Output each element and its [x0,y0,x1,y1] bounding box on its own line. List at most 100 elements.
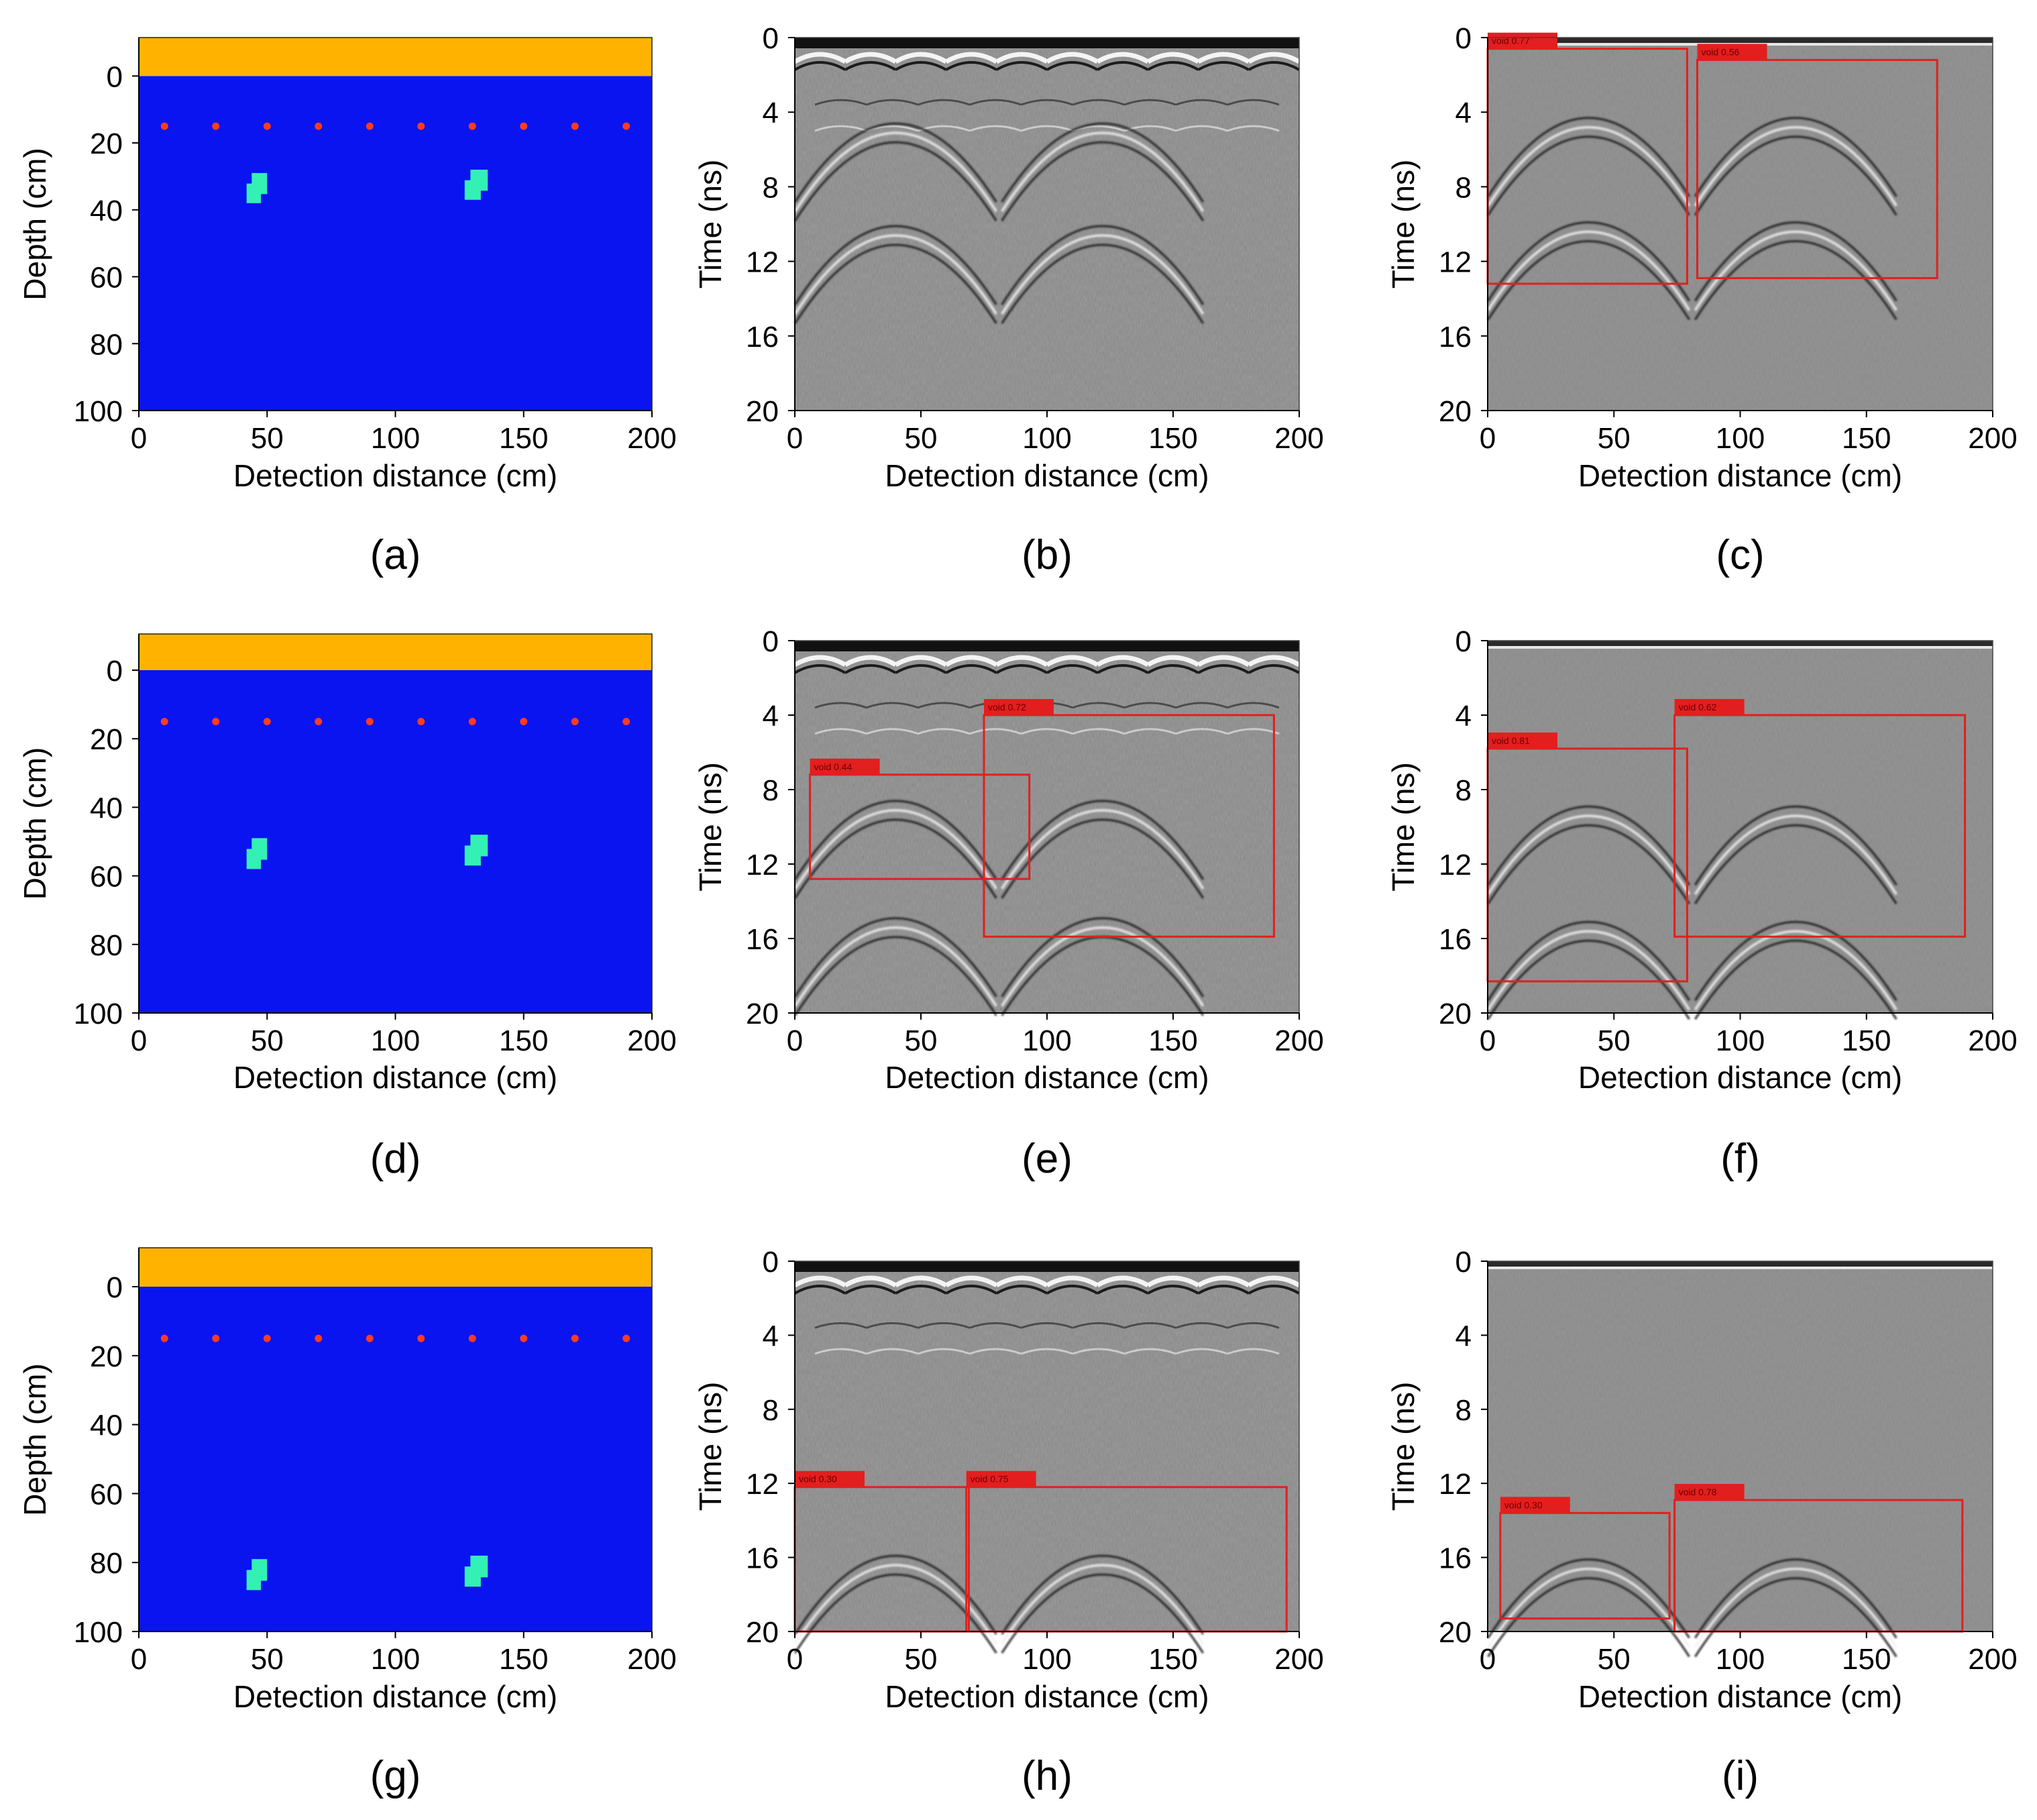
x-axis-label: Detection distance (cm) [1578,1060,1902,1095]
y-tick-label: 0 [107,655,123,688]
axes: 0 50 100 150 200 0 4 8 12 16 20 [746,1246,1324,1676]
direct-wave-residual [1488,38,1993,43]
x-tick-label: 100 [1716,422,1765,455]
hyperbola-reflection [1001,926,1205,1007]
hyperbola-reflection [793,800,997,880]
x-tick-label: 200 [627,1024,676,1057]
panel-h: void 0.30 void 0.75 0 50 100 150 200 0 4 8 12 16 20 D… [693,1246,1324,1799]
y-tick-label: 40 [90,1409,123,1442]
hyperbola-reflection [1694,920,1897,1002]
panel-caption: (e) [1022,1136,1072,1182]
direct-wave-residual-light [1488,646,1993,649]
detection-box-outline [983,714,1275,938]
detection-box: void 0.78 [1673,1484,1964,1633]
antenna-point [571,1334,579,1342]
y-tick-label: 0 [763,22,779,55]
detection-label-bg [1488,32,1557,49]
x-tick-label: 200 [1274,1024,1323,1057]
y-tick-label: 16 [1439,1542,1472,1575]
x-tick-label: 100 [371,422,420,455]
axes: 0 50 100 150 200 0 4 8 12 16 20 [1439,1246,2018,1676]
hyperbola-reflection [793,935,997,1016]
x-tick-label: 150 [499,1643,548,1676]
hyperbola-reflection [1487,1576,1691,1658]
detection-box-outline [809,773,1031,880]
x-tick-label: 200 [1968,1643,2017,1676]
hyperbola-reflection [1487,239,1691,321]
antenna-point [571,122,579,130]
hyperbola-reflection [793,926,998,1007]
detection-label-bg [1674,699,1745,715]
hyperbola-reflection [1694,805,1897,886]
medium-layer [139,1287,652,1631]
y-tick-label: 60 [90,1478,123,1511]
detection-label: void 0.75 [971,1474,1009,1485]
detection-label: void 0.56 [1701,46,1739,57]
void-target [246,172,268,203]
hyperbola-reflection [1694,824,1897,905]
y-tick-label: 20 [746,1616,779,1649]
y-tick-label: 20 [746,395,779,428]
direct-wave-arcs [793,655,1301,667]
x-tick-label: 50 [251,1024,284,1057]
y-axis-label: Time (ns) [693,160,728,289]
y-tick-label: 100 [74,395,123,428]
air-layer [139,634,652,670]
panel-caption: (d) [370,1136,421,1182]
y-tick-label: 16 [746,1542,779,1575]
hyperbola-reflection [793,122,997,203]
hyperbola-reflection [1694,1558,1897,1639]
hyperbola-reflection [1486,930,1691,1011]
x-tick-label: 150 [1148,422,1197,455]
x-axis-label: Detection distance (cm) [1578,1679,1902,1714]
antenna-point [160,718,168,726]
x-tick-label: 0 [1480,422,1496,455]
ringing-row [814,125,1280,132]
hyperbola-reflection [1694,136,1897,216]
hyperbola-reflection [1001,1573,1205,1654]
direct-wave-residual [1488,641,1993,646]
direct-wave-dark [795,1261,1299,1272]
x-axis-label: Detection distance (cm) [885,1679,1209,1714]
antenna-point [417,1334,425,1342]
x-tick-label: 50 [251,1643,284,1676]
hyperbola-reflection [793,818,997,899]
x-tick-label: 150 [1842,1024,1891,1057]
antenna-point [315,718,323,726]
detection-label: void 0.77 [1492,36,1530,46]
x-axis-label: Detection distance (cm) [233,458,557,493]
y-tick-label: 16 [1439,923,1472,956]
antenna-point [366,1334,374,1342]
x-tick-label: 0 [131,1643,147,1676]
x-tick-label: 50 [1598,422,1631,455]
y-tick-label: 8 [763,774,779,807]
detection-label: void 0.30 [1504,1499,1543,1510]
y-tick-label: 4 [1455,97,1472,129]
x-tick-label: 200 [627,1643,676,1676]
hyperbola-reflection [1694,930,1898,1011]
y-tick-label: 40 [90,195,123,227]
x-tick-label: 100 [1022,422,1071,455]
hyperbola-reflection [1694,117,1897,197]
detection-label-bg [1674,1484,1745,1501]
detection-box: void 0.30 [1499,1497,1671,1620]
detection-label-bg [1697,44,1767,60]
detection-box-outline [1696,58,1938,280]
y-tick-label: 100 [74,998,123,1030]
antenna-point [417,122,425,130]
ringing-row [814,728,1280,735]
y-axis-label: Time (ns) [1386,762,1421,892]
x-tick-label: 50 [905,422,938,455]
y-axis-label: Time (ns) [693,1382,728,1511]
panel-f: void 0.81 void 0.62 0 50 100 150 200 0 4 8 12 16 20 D… [1386,625,2018,1182]
y-tick-label: 20 [90,1340,123,1373]
y-tick-label: 20 [90,723,123,756]
hyperbola-reflection [1694,939,1897,1020]
x-tick-label: 50 [905,1024,938,1057]
hyperbola-reflection [1694,1576,1897,1658]
detection-box: void 0.44 [809,758,1031,880]
panel-b: 0 50 100 150 200 0 4 8 12 16 20 Detection distance … [693,22,1324,578]
y-tick-label: 8 [1455,774,1472,807]
